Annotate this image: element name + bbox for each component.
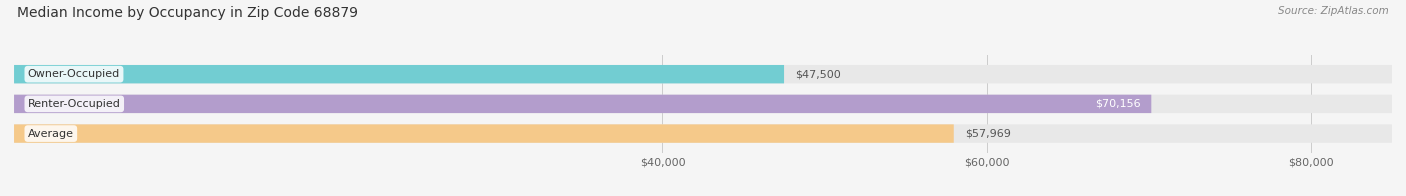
FancyBboxPatch shape xyxy=(14,95,1392,113)
Text: $70,156: $70,156 xyxy=(1095,99,1140,109)
Text: Owner-Occupied: Owner-Occupied xyxy=(28,69,120,79)
FancyBboxPatch shape xyxy=(14,124,953,143)
Text: Median Income by Occupancy in Zip Code 68879: Median Income by Occupancy in Zip Code 6… xyxy=(17,6,359,20)
Text: $57,969: $57,969 xyxy=(965,129,1011,139)
Text: Renter-Occupied: Renter-Occupied xyxy=(28,99,121,109)
FancyBboxPatch shape xyxy=(14,65,1392,83)
Text: Average: Average xyxy=(28,129,75,139)
Text: $47,500: $47,500 xyxy=(794,69,841,79)
FancyBboxPatch shape xyxy=(14,124,1392,143)
FancyBboxPatch shape xyxy=(14,65,785,83)
FancyBboxPatch shape xyxy=(14,95,1152,113)
Text: Source: ZipAtlas.com: Source: ZipAtlas.com xyxy=(1278,6,1389,16)
